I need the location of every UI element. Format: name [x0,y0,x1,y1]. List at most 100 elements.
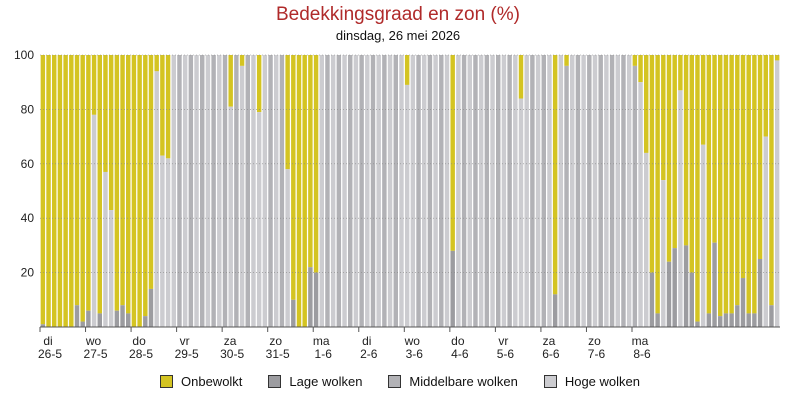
bar-onbewolkt [678,55,683,91]
bar-onbewolkt [729,55,734,314]
x-tick-date: 7-6 [588,347,606,361]
x-tick-date: 30-5 [220,347,244,361]
bar-cloud-cover [638,82,643,327]
bar-cloud-cover [336,55,342,327]
bar-cloud-cover [348,55,353,327]
legend-swatch-lage-wolken [268,375,282,388]
bar-onbewolkt [63,55,68,327]
bar-onbewolkt [763,55,768,137]
x-tick-day: ma [313,334,330,348]
bar-onbewolkt [661,55,666,181]
bar-cloud-cover [524,55,529,327]
legend-label: Lage wolken [289,374,363,389]
bar-cloud-cover [678,90,683,327]
bar-cloud-cover [518,98,524,328]
bar-onbewolkt [165,55,171,159]
bar-cloud-cover [746,313,751,327]
x-tick-date: 6-6 [542,347,560,361]
bar-cloud-cover [490,55,495,327]
bar-cloud-cover [547,55,552,327]
x-tick-day: wo [404,334,421,348]
bar-cloud-cover [279,55,285,327]
bar-cloud-cover [222,55,228,327]
bar-cloud-cover [308,267,313,327]
x-tick-date: 1-6 [315,347,333,361]
x-tick-date: 29-5 [175,347,199,361]
x-tick-day: vr [498,334,508,348]
bar-cloud-cover [251,55,256,327]
bar-cloud-cover [473,55,478,327]
bar-cloud-cover [410,55,416,327]
bar-cloud-cover [126,313,131,327]
bar-onbewolkt [752,55,757,314]
bar-cloud-cover [757,259,763,327]
x-tick-day: zo [269,334,282,348]
bar-onbewolkt [160,55,165,156]
bar-cloud-cover [604,55,609,327]
bar-cloud-cover [718,316,723,327]
bar-onbewolkt [632,55,638,66]
bar-cloud-cover [211,55,216,327]
x-tick-day: za [224,334,237,348]
bar-cloud-cover [228,106,233,328]
bar-cloud-cover [530,55,535,327]
bar-onbewolkt [683,55,689,246]
bar-cloud-cover [274,55,279,327]
bar-cloud-cover [461,55,467,327]
x-tick-day: di [362,334,371,348]
legend-swatch-hoge-wolken [543,375,557,388]
bar-onbewolkt [672,55,677,249]
bar-onbewolkt [700,55,706,145]
bar-cloud-cover [86,310,91,327]
bar-cloud-cover [615,55,620,327]
x-tick-date: 26-5 [38,347,62,361]
bar-cloud-cover [507,55,512,327]
legend-item-middelbare-wolken: Middelbare wolken [388,374,518,389]
bar-onbewolkt [285,55,290,170]
bar-cloud-cover [644,152,649,327]
bar-cloud-cover [700,144,706,327]
bar-onbewolkt [769,55,774,306]
bar-cloud-cover [558,55,564,327]
bar-cloud-cover [194,55,199,327]
bar-onbewolkt [296,55,302,327]
bar-cloud-cover [359,55,364,327]
bar-onbewolkt [228,55,233,107]
x-tick-day: ma [632,334,649,348]
bar-cloud-cover [382,55,387,327]
y-axis-ticks: 20 40 60 80 100 [14,48,34,280]
bar-cloud-cover [74,305,80,327]
bar-onbewolkt [126,55,131,314]
bar-onbewolkt [137,55,142,327]
bar-cloud-cover [683,245,689,327]
bar-cloud-cover [120,305,125,327]
bar-onbewolkt [74,55,80,306]
bar-onbewolkt [723,55,729,314]
bar-cloud-cover [365,55,370,327]
x-tick-day: do [132,334,146,348]
bar-onbewolkt [712,55,717,243]
bar-onbewolkt [120,55,125,306]
bar-onbewolkt [518,55,524,99]
bar-cloud-cover [245,55,250,327]
bar-onbewolkt [718,55,723,317]
bar-cloud-cover [769,305,774,327]
bar-cloud-cover [393,55,398,327]
bar-cloud-cover [729,313,734,327]
grid-lines [40,54,780,273]
bar-cloud-cover [581,55,586,327]
legend-item-lage-wolken: Lage wolken [268,374,362,389]
bar-onbewolkt [746,55,751,314]
legend-label: Middelbare wolken [409,374,518,389]
bar-cloud-cover [570,55,575,327]
bar-onbewolkt [695,55,700,322]
bar-cloud-cover [80,321,85,327]
bar-cloud-cover [763,136,768,327]
legend-label: Onbewolkt [181,374,243,389]
bar-cloud-cover [268,55,273,327]
bar-onbewolkt [757,55,763,259]
y-tick-label: 40 [21,211,35,225]
bar-cloud-cover [552,294,558,327]
x-tick-date: 27-5 [84,347,108,361]
